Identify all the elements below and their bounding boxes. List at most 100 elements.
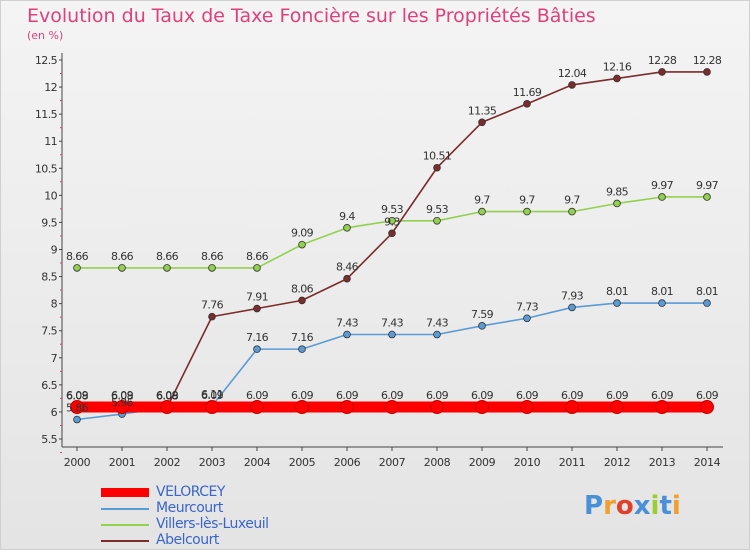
data-label: 6.08	[156, 390, 179, 403]
data-label: 6.08	[111, 390, 134, 403]
x-tick-label: 2010	[514, 456, 541, 469]
data-point	[565, 400, 579, 415]
y-tick-label: 8.5	[41, 271, 57, 284]
y-tick-label: 12	[44, 81, 57, 94]
y-tick-label: 7.5	[41, 325, 57, 338]
data-label: 8.46	[336, 261, 359, 274]
data-label: 9.53	[426, 203, 449, 216]
data-label: 7.76	[201, 299, 224, 312]
data-label: 11.35	[468, 104, 497, 117]
data-point	[388, 229, 396, 238]
data-point	[478, 118, 486, 127]
x-tick-label: 2003	[199, 456, 226, 469]
data-point	[388, 330, 396, 339]
data-point	[115, 400, 129, 415]
x-tick-label: 2001	[109, 456, 135, 469]
y-tick-label: 5.5	[41, 433, 57, 446]
logo-letter: i	[650, 491, 660, 521]
data-label: 9.85	[606, 185, 629, 198]
data-point	[253, 345, 261, 353]
data-point	[703, 299, 711, 307]
data-label: 8.66	[66, 250, 89, 263]
data-point	[253, 264, 261, 272]
data-label: 8.01	[606, 285, 628, 298]
data-point	[568, 207, 576, 216]
data-point	[298, 296, 306, 305]
data-label: 9.97	[651, 179, 674, 192]
data-point	[163, 264, 171, 272]
x-tick-label: 2012	[604, 456, 630, 469]
data-point	[478, 207, 486, 216]
data-point	[433, 330, 441, 339]
chart-title: Evolution du Taux de Taxe Foncière sur l…	[27, 5, 596, 27]
data-label: 9.09	[291, 227, 314, 240]
x-tick-label: 2013	[649, 456, 676, 469]
data-point	[343, 224, 351, 232]
data-point	[70, 400, 84, 415]
legend-swatch	[101, 488, 149, 497]
x-tick-label: 2006	[334, 456, 361, 469]
data-label: 7.91	[246, 291, 268, 304]
data-point	[523, 207, 531, 216]
data-label: 9.7	[474, 194, 490, 207]
data-point	[295, 400, 309, 415]
logo-letter: r	[603, 491, 616, 521]
data-label: 7.43	[426, 317, 449, 330]
data-point	[610, 400, 624, 415]
data-label: 7.59	[471, 308, 494, 321]
data-point	[205, 400, 219, 415]
x-tick-label: 2011	[559, 456, 585, 469]
data-label: 6.09	[246, 389, 269, 402]
y-tick-label: 12.5	[35, 54, 58, 67]
data-point	[655, 400, 669, 415]
legend-label: Abelcourt	[156, 532, 219, 548]
data-label: 12.28	[693, 54, 722, 67]
data-label: 7.16	[291, 331, 314, 344]
data-point	[700, 400, 714, 415]
data-point	[478, 322, 486, 330]
data-label: 10.51	[423, 150, 452, 163]
x-tick-label: 2004	[244, 456, 271, 469]
y-tick-label: 8	[51, 298, 58, 311]
data-point	[613, 299, 621, 307]
x-tick-label: 2014	[694, 456, 721, 469]
x-tick-label: 2000	[64, 456, 91, 469]
legend-label: Meurcourt	[156, 500, 223, 516]
data-point	[208, 312, 216, 321]
data-point	[118, 264, 126, 272]
data-label: 9.97	[696, 179, 719, 192]
data-point	[433, 217, 441, 225]
data-label: 6.08	[66, 390, 89, 403]
data-point	[703, 193, 711, 201]
data-point	[73, 415, 81, 424]
data-label: 6.08	[156, 390, 179, 403]
y-tick-label: 6	[51, 406, 58, 419]
data-point	[475, 400, 489, 415]
data-point	[343, 274, 351, 283]
data-point	[433, 163, 441, 172]
data-label: 8.66	[201, 250, 224, 263]
data-label: 6.09	[156, 389, 179, 402]
data-point	[343, 330, 351, 339]
data-label: 6.09	[201, 389, 224, 402]
y-tick-label: 9.5	[41, 216, 57, 229]
data-label: 7.73	[516, 300, 539, 313]
data-point	[208, 264, 216, 272]
data-label: 8.66	[111, 250, 134, 263]
data-label: 12.28	[648, 54, 677, 67]
legend-swatch	[101, 540, 149, 542]
x-tick-label: 2005	[289, 456, 316, 469]
data-point	[388, 217, 396, 225]
data-point	[523, 314, 531, 323]
data-label: 9.4	[339, 210, 355, 223]
y-tick-label: 11.5	[35, 108, 58, 121]
logo-letter: i	[671, 491, 681, 521]
legend-swatch	[101, 524, 149, 526]
data-label: 8.66	[246, 250, 269, 263]
data-point	[568, 81, 576, 89]
data-label: 6.09	[561, 389, 584, 402]
data-label: 7.16	[246, 331, 269, 344]
data-label: 6.09	[66, 389, 89, 402]
